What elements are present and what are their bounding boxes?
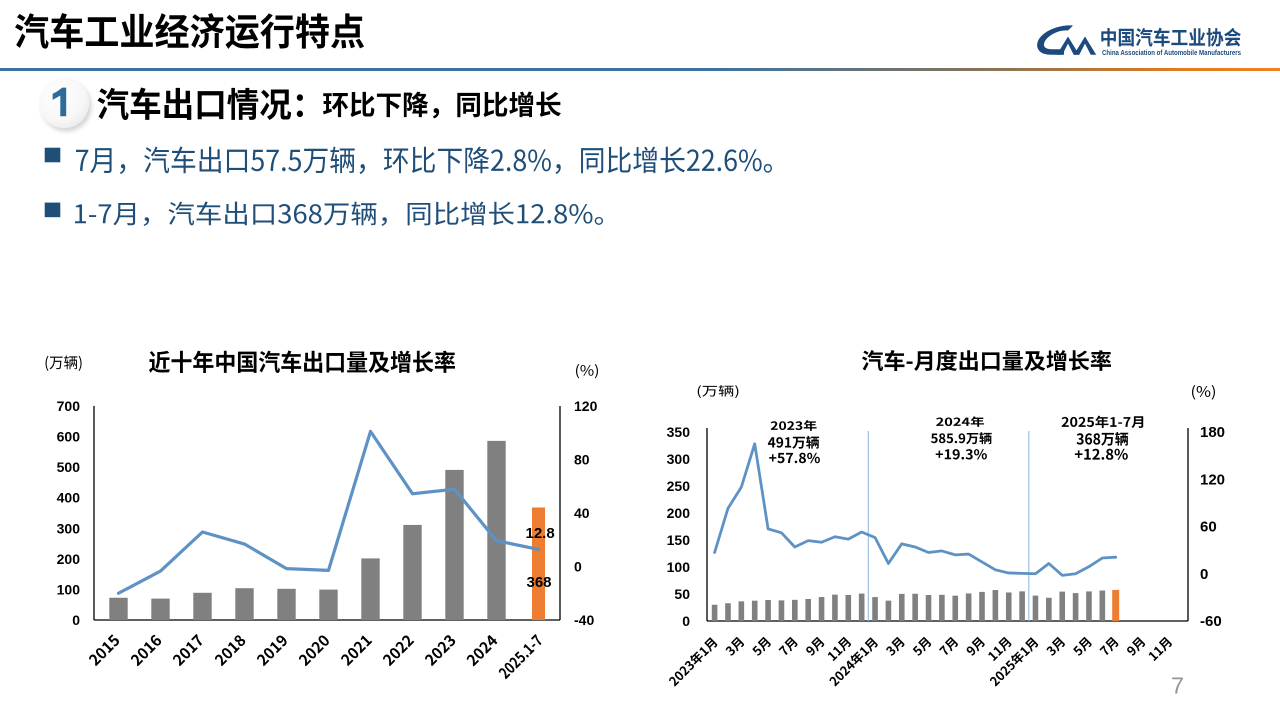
svg-text:300: 300: [667, 451, 691, 467]
svg-text:40: 40: [574, 505, 590, 521]
svg-text:-40: -40: [574, 612, 594, 628]
svg-text:China Association of Automobil: China Association of Automobile Manufact…: [1102, 48, 1241, 57]
svg-text:400: 400: [57, 490, 81, 506]
svg-text:200: 200: [57, 551, 81, 567]
svg-text:60: 60: [1200, 519, 1217, 536]
svg-text:200: 200: [667, 505, 691, 521]
svg-text:0: 0: [72, 612, 80, 628]
svg-text:350: 350: [667, 424, 691, 440]
svg-text:500: 500: [57, 459, 81, 475]
svg-text:50: 50: [674, 586, 690, 602]
svg-text:368: 368: [527, 574, 552, 591]
svg-text:180: 180: [1200, 424, 1225, 441]
svg-text:600: 600: [57, 429, 81, 445]
svg-text:-60: -60: [1200, 613, 1222, 630]
svg-text:250: 250: [667, 478, 691, 494]
svg-text:700: 700: [57, 398, 81, 414]
svg-text:0: 0: [1200, 566, 1208, 583]
svg-text:80: 80: [574, 452, 590, 468]
svg-text:7: 7: [1171, 673, 1184, 699]
svg-text:100: 100: [667, 559, 691, 575]
svg-text:100: 100: [57, 581, 81, 597]
svg-text:0: 0: [574, 559, 582, 575]
svg-text:0: 0: [682, 613, 690, 629]
svg-text:12.8: 12.8: [526, 525, 555, 542]
svg-text:120: 120: [574, 398, 598, 414]
svg-text:150: 150: [667, 532, 691, 548]
svg-text:300: 300: [57, 520, 81, 536]
svg-text:120: 120: [1200, 471, 1225, 488]
